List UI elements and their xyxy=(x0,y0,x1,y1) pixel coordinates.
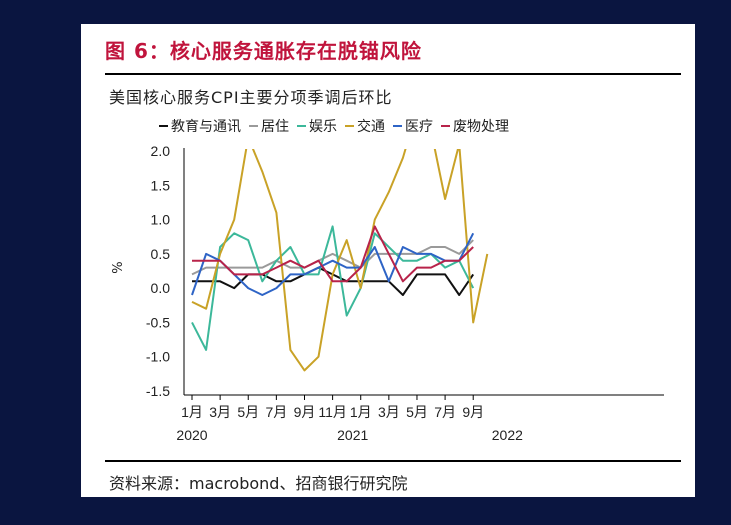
legend-item: 废物处理 xyxy=(441,116,509,136)
y-tick-label: 1.0 xyxy=(151,212,171,228)
legend: 教育与通讯 居住 娱乐 交通 医疗 废物处理 xyxy=(159,116,509,136)
x-year-label: 2021 xyxy=(337,427,368,443)
legend-label: 医疗 xyxy=(405,119,433,135)
x-tick-label: 7月 xyxy=(265,404,287,420)
line-chart: -1.5-1.0-0.50.00.51.01.52.0%1月 3月 5月 7月 9月 11… xyxy=(111,143,664,443)
y-tick-label: 0.5 xyxy=(151,246,171,262)
legend-item: 医疗 xyxy=(393,116,433,136)
x-tick-label: 5月 xyxy=(406,404,428,420)
series-line-3 xyxy=(191,149,489,372)
chart-title: 美国核心服务CPI主要分项季调后环比 xyxy=(109,88,393,107)
x-tick-label: 9月 xyxy=(462,404,484,420)
legend-swatch xyxy=(159,125,168,127)
y-tick-label: -1.5 xyxy=(146,383,170,399)
x-tick-label: 3月 xyxy=(378,404,400,420)
legend-swatch xyxy=(297,125,306,127)
figure-title: 图 6：核心服务通胀存在脱锚风险 xyxy=(105,39,422,63)
x-tick-label: 1月 xyxy=(181,404,203,420)
x-tick-label: 5月 xyxy=(237,404,259,420)
legend-item: 娱乐 xyxy=(297,116,337,136)
legend-item: 交通 xyxy=(345,116,385,136)
x-year-label: 2020 xyxy=(176,427,207,443)
x-year-label: 2022 xyxy=(492,427,523,443)
legend-label: 居住 xyxy=(261,119,289,135)
x-tick-label: 9月 xyxy=(294,404,316,420)
y-tick-label: -0.5 xyxy=(146,314,170,330)
legend-label: 废物处理 xyxy=(453,119,509,135)
y-tick-label: 1.5 xyxy=(151,177,171,193)
legend-swatch xyxy=(441,125,450,127)
series-line-5 xyxy=(192,225,474,283)
legend-label: 娱乐 xyxy=(309,119,337,135)
legend-item: 教育与通讯 xyxy=(159,116,241,136)
series-line-4 xyxy=(191,232,475,296)
x-tick-label: 3月 xyxy=(209,404,231,420)
figure-card: 图 6：核心服务通胀存在脱锚风险 美国核心服务CPI主要分项季调后环比 教育与通… xyxy=(81,24,695,497)
title-rule xyxy=(105,73,681,75)
legend-swatch xyxy=(345,125,354,127)
x-tick-label: 1月 xyxy=(350,404,372,420)
y-axis-label: % xyxy=(111,261,126,273)
legend-item: 居住 xyxy=(249,116,289,136)
legend-label: 教育与通讯 xyxy=(171,119,241,135)
legend-swatch xyxy=(249,125,258,127)
x-tick-label: 7月 xyxy=(434,404,456,420)
y-tick-label: 2.0 xyxy=(151,143,171,159)
series-line-1 xyxy=(191,239,474,276)
source-rule xyxy=(105,460,681,462)
legend-label: 交通 xyxy=(357,119,385,135)
legend-swatch xyxy=(393,125,402,127)
y-tick-label: 0.0 xyxy=(151,280,171,296)
y-tick-label: -1.0 xyxy=(146,349,170,365)
x-tick-label: 11月 xyxy=(318,404,347,420)
source-note: 资料来源：macrobond、招商银行研究院 xyxy=(109,474,408,493)
series-line-2 xyxy=(191,225,475,351)
